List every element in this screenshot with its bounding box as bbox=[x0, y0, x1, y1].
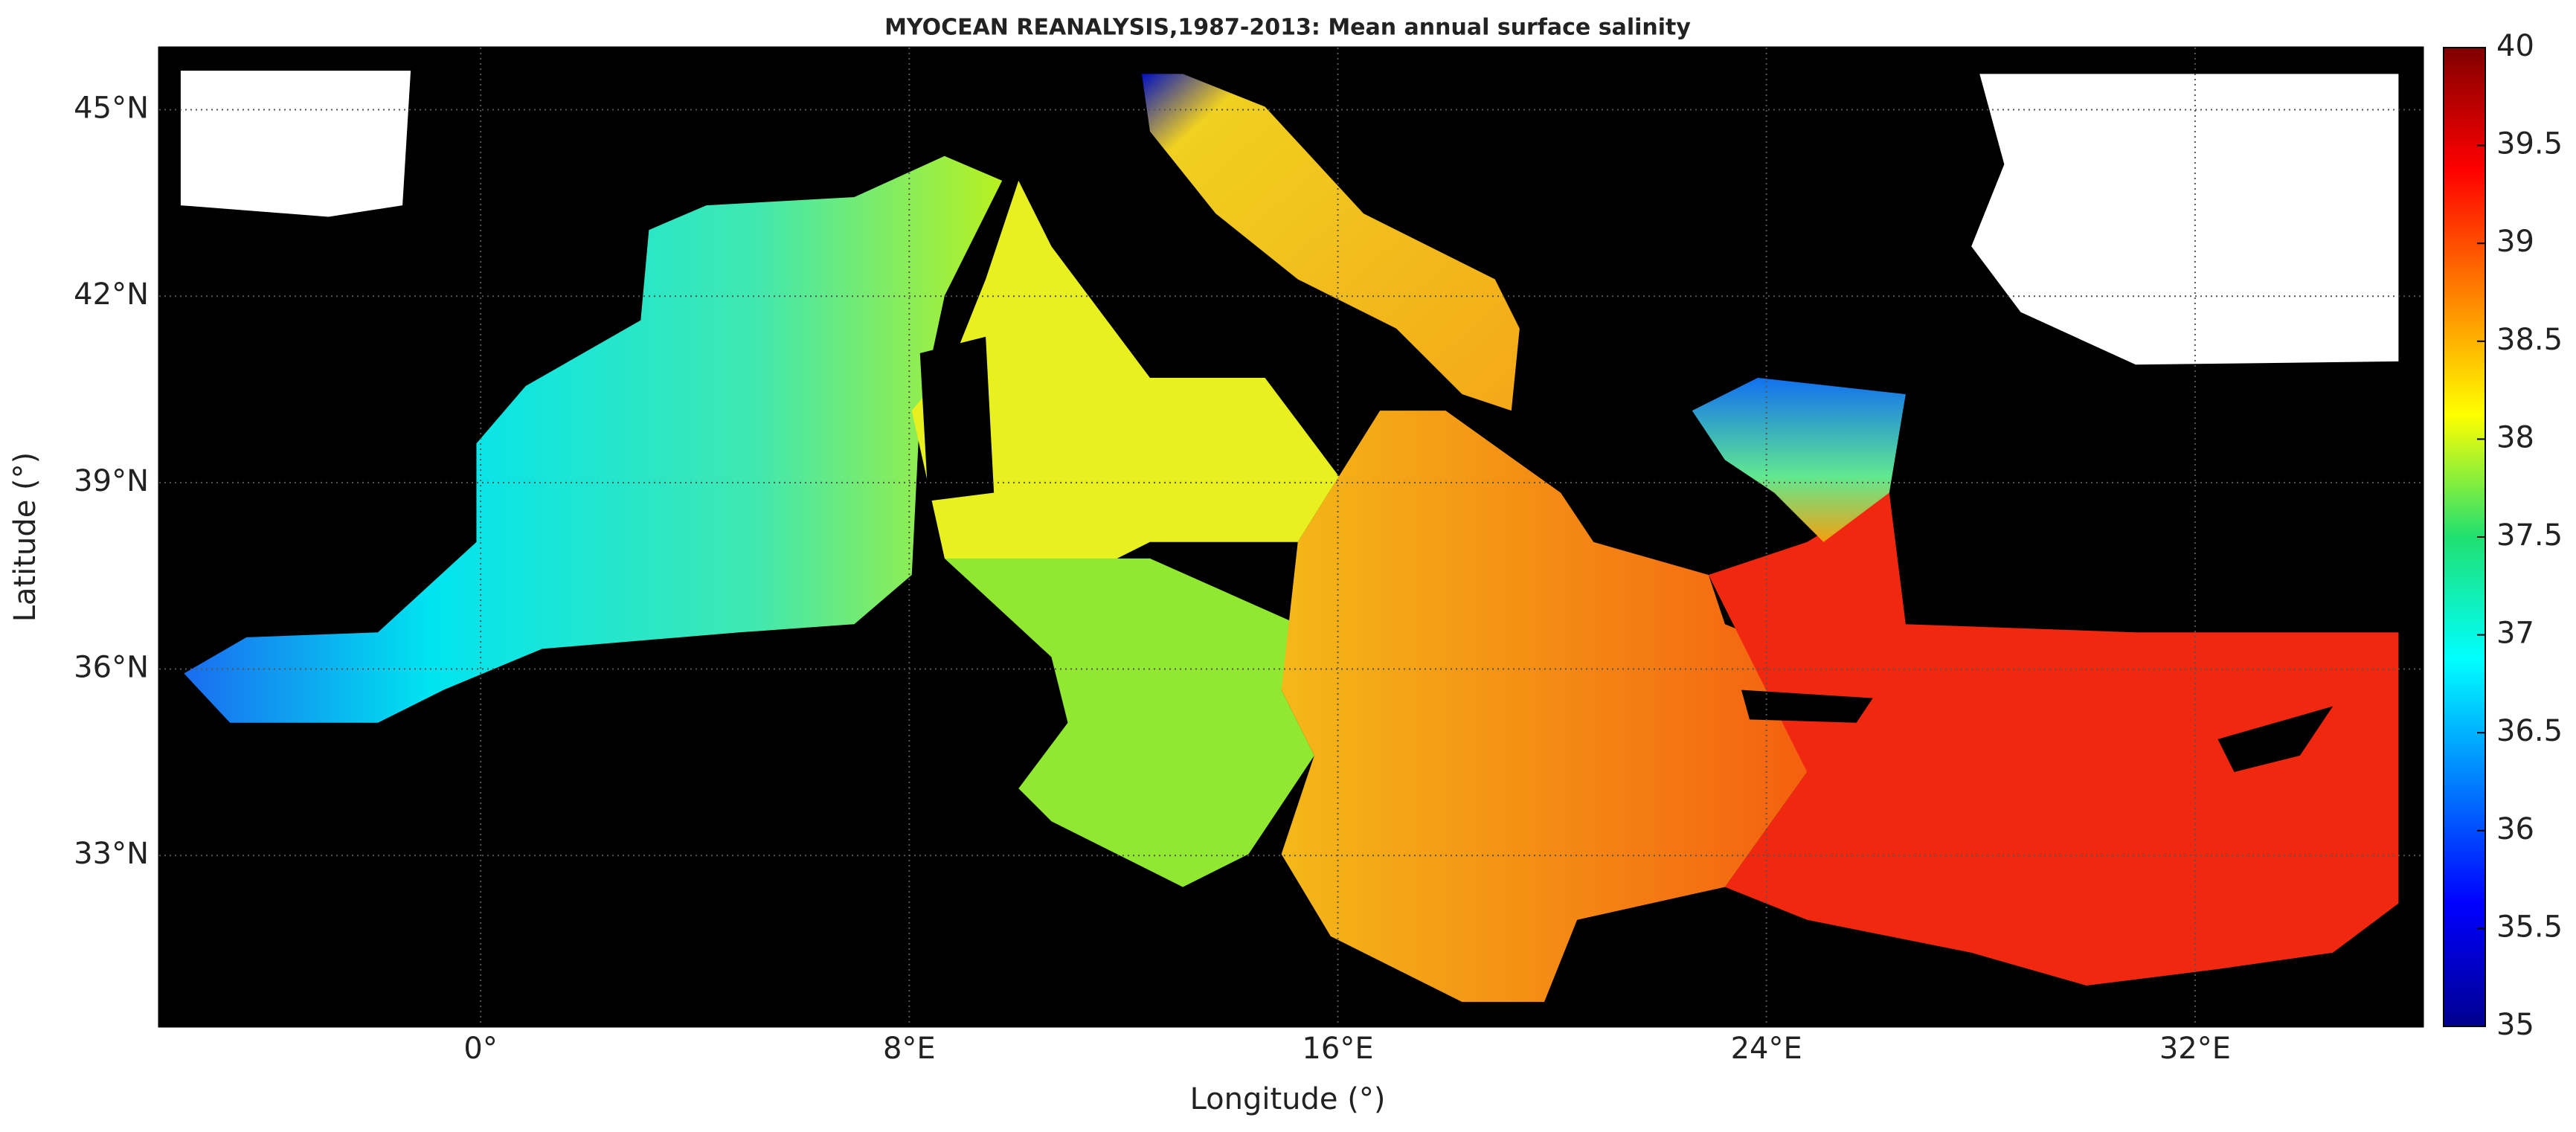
x-tick-label: 0° bbox=[463, 1032, 497, 1066]
adriatic-sea bbox=[1141, 74, 1520, 411]
ionian-sea bbox=[1281, 411, 1808, 1003]
x-tick-label: 32°E bbox=[2159, 1032, 2231, 1066]
sea-field bbox=[180, 70, 2399, 1003]
colorbar-tick-label: 40 bbox=[2496, 29, 2534, 63]
sicily-channel bbox=[944, 558, 1314, 887]
cyprus bbox=[2217, 706, 2334, 772]
atlantic-mask bbox=[180, 70, 411, 217]
x-axis-label: Longitude (°) bbox=[1190, 1082, 1386, 1116]
colorbar-tick-label: 38.5 bbox=[2496, 323, 2563, 357]
y-tick-label: 33°N bbox=[74, 837, 149, 871]
map-title: MYOCEAN REANALYSIS,1987-2013: Mean annua… bbox=[884, 15, 1691, 41]
map-frame bbox=[158, 46, 2424, 1028]
black-sea-mask bbox=[1971, 74, 2399, 365]
colorbar-tick-label: 39 bbox=[2496, 225, 2534, 259]
y-axis-label: Latitude (°) bbox=[8, 452, 42, 623]
sardinia bbox=[919, 336, 995, 501]
colorbar-tick-label: 38 bbox=[2496, 420, 2534, 454]
tyrrhenian-sea bbox=[911, 180, 1339, 592]
x-tick-label: 8°E bbox=[883, 1032, 936, 1066]
x-tick-label: 24°E bbox=[1731, 1032, 1802, 1066]
y-tick-label: 39°N bbox=[74, 464, 149, 498]
y-tick-label: 36°N bbox=[74, 651, 149, 685]
crete bbox=[1741, 689, 1873, 723]
y-tick-label: 42°N bbox=[74, 277, 149, 312]
colorbar-tick-label: 35 bbox=[2496, 1008, 2534, 1042]
colorbar-tick-label: 37 bbox=[2496, 617, 2534, 651]
colorbar-tick-label: 36 bbox=[2496, 812, 2534, 846]
levantine-sea bbox=[1708, 492, 2399, 986]
map-area bbox=[158, 46, 2424, 1028]
x-tick-label: 16°E bbox=[1302, 1032, 1373, 1066]
colorbar-tick-label: 37.5 bbox=[2496, 518, 2563, 553]
colorbar-tick-label: 36.5 bbox=[2496, 714, 2563, 748]
colorbar-tick-label: 35.5 bbox=[2496, 910, 2563, 944]
y-tick-label: 45°N bbox=[74, 91, 149, 126]
western-basin bbox=[184, 155, 1003, 723]
colorbar-tick-label: 39.5 bbox=[2496, 127, 2563, 161]
aegean-sea bbox=[1692, 377, 1906, 542]
